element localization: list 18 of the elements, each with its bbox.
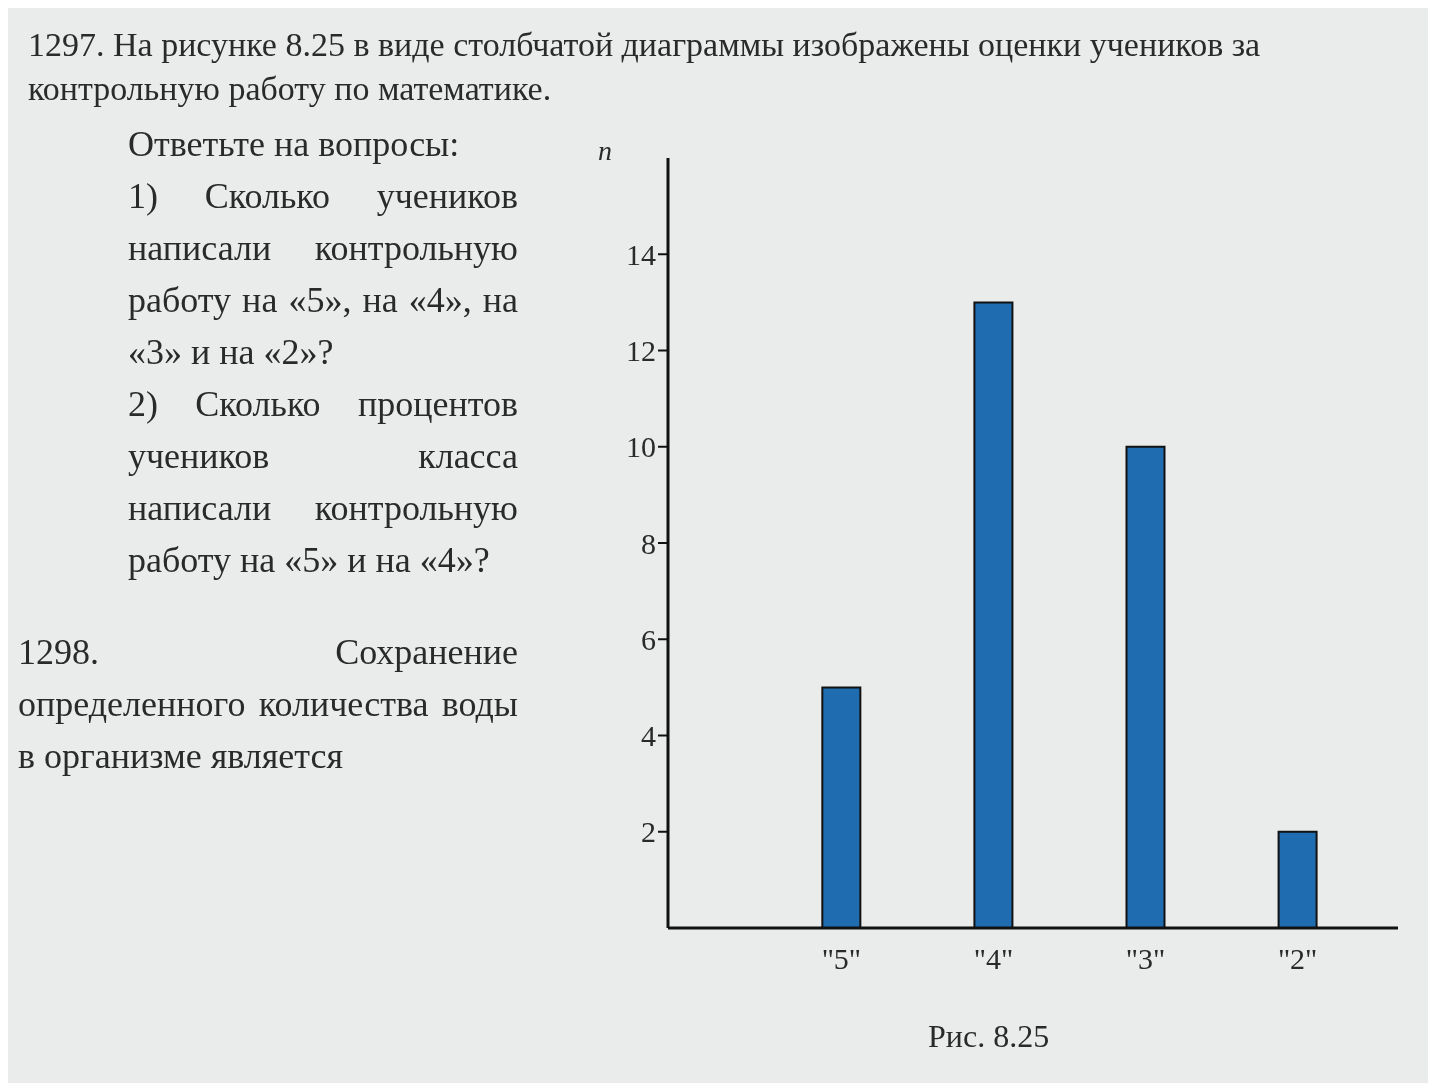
y-tick-label: 6	[641, 622, 656, 656]
text: 1) Сколько учеников написали контрольную работу на «5», на «4», на «3» и на «2»?	[128, 175, 518, 374]
y-tick-label: 10	[626, 430, 656, 464]
y-tick-label: 8	[641, 526, 656, 560]
text: Ответьте на вопросы:	[128, 123, 461, 166]
text: 1298. Сохранение определенного количества воды в организме является	[18, 631, 518, 778]
text: Рис. 8.25	[928, 1018, 1050, 1055]
x-tick-label: "3"	[1125, 942, 1166, 976]
x-tick-label: "2"	[1277, 942, 1318, 976]
chart-title: 1297. На рисунке 8.25 в виде столбчатой диаграммы изображены оценки учеников за контрольную работу по математике.	[28, 25, 1262, 109]
x-tick-label: "5"	[821, 942, 862, 976]
x-tick-label: "4"	[973, 942, 1014, 976]
y-axis-title: n	[598, 134, 612, 166]
y-tick-label: 12	[626, 334, 656, 368]
y-tick-label: 2	[641, 815, 656, 849]
text: 2) Сколько процентов учеников класса написали контрольную работу на «5» и на «4»?	[128, 383, 518, 582]
y-tick-label: 4	[641, 719, 656, 753]
y-tick-label: 14	[626, 237, 656, 271]
